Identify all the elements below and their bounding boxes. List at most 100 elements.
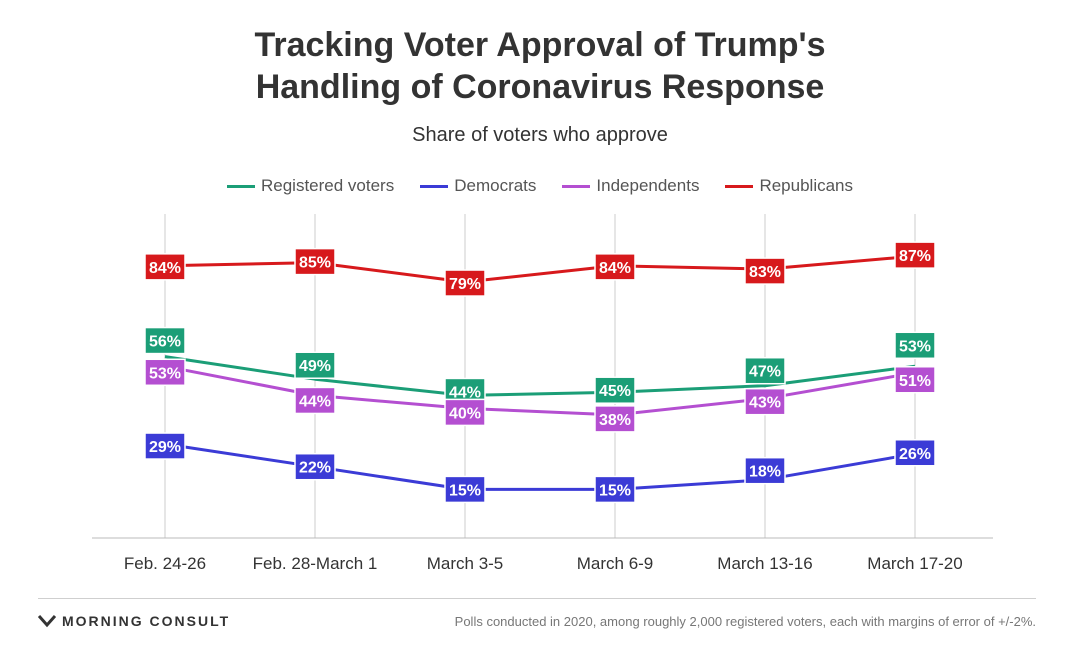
data-label-democrats: 26%	[894, 439, 936, 467]
data-label-text: 87%	[899, 248, 931, 265]
legend-swatch	[562, 184, 591, 188]
data-label-text: 83%	[749, 264, 781, 281]
data-label-box	[294, 452, 336, 481]
data-label-box	[444, 398, 486, 427]
brand-name: MORNING CONSULT	[62, 613, 231, 629]
data-label-text: 15%	[599, 482, 631, 499]
data-label-text: 85%	[299, 255, 331, 272]
data-label-box	[894, 241, 936, 269]
data-label-independents: 43%	[744, 387, 786, 416]
data-label-registered: 44%	[444, 377, 486, 406]
x-tick-label: March 17-20	[867, 554, 962, 573]
data-label-text: 79%	[449, 276, 481, 293]
data-label-box	[144, 326, 186, 355]
data-label-box	[294, 386, 336, 415]
legend-swatch	[420, 184, 449, 188]
data-label-text: 47%	[749, 364, 781, 381]
brand-logo: MORNING CONSULT	[38, 613, 230, 629]
series-line-republicans	[164, 254, 916, 284]
data-label-text: 53%	[899, 338, 931, 355]
data-label-independents: 44%	[294, 386, 336, 415]
data-label-registered: 49%	[294, 351, 336, 379]
chart-title-line-1: Tracking Voter Approval of Trump's	[254, 26, 826, 64]
data-label-republicans: 87%	[894, 241, 936, 269]
data-label-independents: 53%	[144, 358, 186, 387]
data-label-text: 84%	[149, 260, 181, 277]
data-label-registered: 56%	[144, 326, 186, 355]
data-label-box	[744, 456, 786, 485]
data-label-text: 51%	[899, 373, 931, 390]
legend-item-independents: Independents	[562, 176, 699, 196]
data-label-box	[594, 405, 636, 433]
data-label-text: 44%	[299, 393, 331, 410]
data-label-text: 40%	[449, 405, 481, 422]
x-tick-label: March 13-16	[717, 554, 812, 573]
legend-item-registered: Registered voters	[226, 176, 395, 196]
data-label-text: 44%	[449, 384, 481, 401]
data-label-box	[894, 439, 936, 467]
data-label-box	[594, 253, 636, 281]
data-label-democrats: 18%	[744, 456, 786, 485]
data-label-box	[144, 253, 186, 281]
data-label-text: 38%	[599, 412, 631, 429]
legend-swatch	[725, 184, 754, 188]
data-label-text: 29%	[149, 439, 181, 456]
legend-swatch	[226, 184, 255, 188]
footer-divider	[38, 598, 1036, 599]
data-label-text: 18%	[749, 464, 781, 481]
data-label-text: 22%	[299, 460, 331, 477]
data-label-republicans: 83%	[744, 257, 786, 285]
data-label-registered: 53%	[894, 331, 936, 360]
data-label-text: 49%	[299, 358, 331, 375]
data-label-democrats: 22%	[294, 452, 336, 481]
data-label-democrats: 29%	[144, 432, 186, 460]
data-label-box	[744, 257, 786, 285]
series-line-registered	[164, 355, 916, 397]
data-label-registered: 47%	[744, 356, 786, 385]
data-label-text: 45%	[599, 383, 631, 400]
data-label-box	[144, 432, 186, 460]
data-label-independents: 38%	[594, 405, 636, 433]
data-label-republicans: 79%	[444, 269, 486, 297]
data-label-text: 43%	[749, 395, 781, 412]
legend-label: Independents	[596, 176, 700, 195]
data-label-text: 84%	[599, 260, 631, 277]
data-label-box	[444, 475, 486, 504]
legend-item-democrats: Democrats	[420, 176, 536, 196]
chart-subtitle: Share of voters who approve	[412, 124, 668, 146]
data-label-box	[294, 247, 336, 276]
x-tick-label: March 3-5	[427, 554, 504, 573]
data-label-registered: 45%	[594, 376, 636, 404]
data-label-box	[744, 356, 786, 385]
data-label-democrats: 15%	[444, 475, 486, 504]
data-label-democrats: 15%	[594, 475, 636, 504]
data-label-independents: 40%	[444, 398, 486, 427]
data-label-independents: 51%	[894, 366, 936, 394]
line-chart: Feb. 24-26 Feb. 28-March 1 March 3-5 March …	[92, 214, 993, 573]
chart-title: Tracking Voter Approval of Trump's Handl…	[0, 24, 1080, 108]
chart-title-line-2: Handling of Coronavirus Response	[255, 68, 825, 106]
data-label-box	[594, 376, 636, 404]
chart-legend: Registered voters Democrats Independents Re…	[0, 176, 1080, 196]
x-tick-label: March 6-9	[577, 554, 654, 573]
x-tick-label: Feb. 24-26	[124, 554, 206, 573]
data-label-box	[594, 475, 636, 504]
data-label-republicans: 84%	[594, 253, 636, 281]
data-label-text: 56%	[149, 334, 181, 351]
data-label-text: 26%	[899, 446, 931, 463]
series-line-independents	[164, 364, 916, 417]
data-label-box	[744, 387, 786, 416]
x-tick-label: Feb. 28-March 1	[253, 554, 378, 573]
data-label-box	[444, 269, 486, 297]
data-label-republicans: 84%	[144, 253, 186, 281]
data-label-republicans: 85%	[294, 247, 336, 276]
legend-item-republicans: Republicans	[725, 176, 853, 196]
legend-label: Registered voters	[260, 176, 395, 195]
data-label-text: 15%	[449, 482, 481, 499]
legend-label: Republicans	[759, 176, 854, 195]
legend-label: Democrats	[454, 176, 537, 195]
series-line-democrats	[164, 442, 916, 491]
data-label-box	[894, 366, 936, 394]
data-label-box	[294, 351, 336, 379]
footnote: Polls conducted in 2020, among roughly 2…	[454, 614, 1036, 629]
